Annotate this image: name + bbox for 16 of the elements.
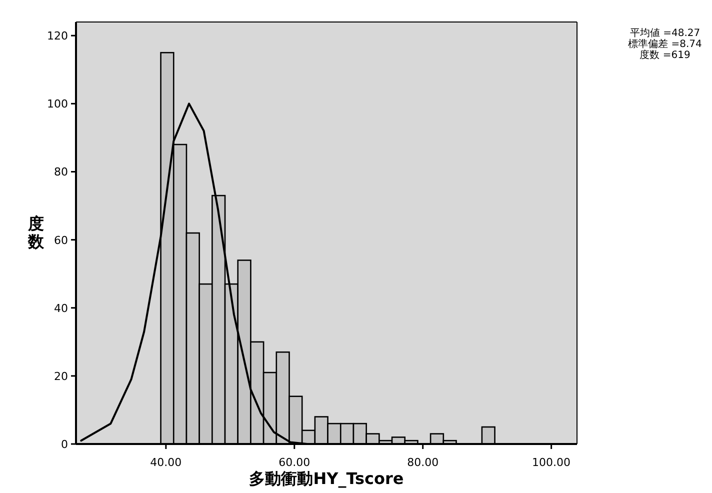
y-tick-label: 80 <box>54 166 68 179</box>
x-tick-label: 60.00 <box>278 456 310 469</box>
y-tick-label: 120 <box>47 30 68 43</box>
x-tick-label: 40.00 <box>150 456 182 469</box>
x-tick-label: 100.00 <box>532 456 571 469</box>
x-axis-title: 多動衝動HY_Tscore <box>249 469 404 488</box>
text: 度数 =619 <box>640 49 690 61</box>
y-axis-title: 度数 <box>27 214 45 251</box>
y-tick-label: 60 <box>54 234 68 247</box>
x-tick-label: 80.00 <box>407 456 439 469</box>
y-tick-label: 0 <box>61 438 68 451</box>
y-tick-label: 100 <box>47 98 68 111</box>
y-tick-label: 40 <box>54 302 68 315</box>
text: 平均値 =48.27 <box>630 27 700 39</box>
y-tick-label: 20 <box>54 370 68 383</box>
text: 標準偏差 =8.74 <box>628 38 702 50</box>
